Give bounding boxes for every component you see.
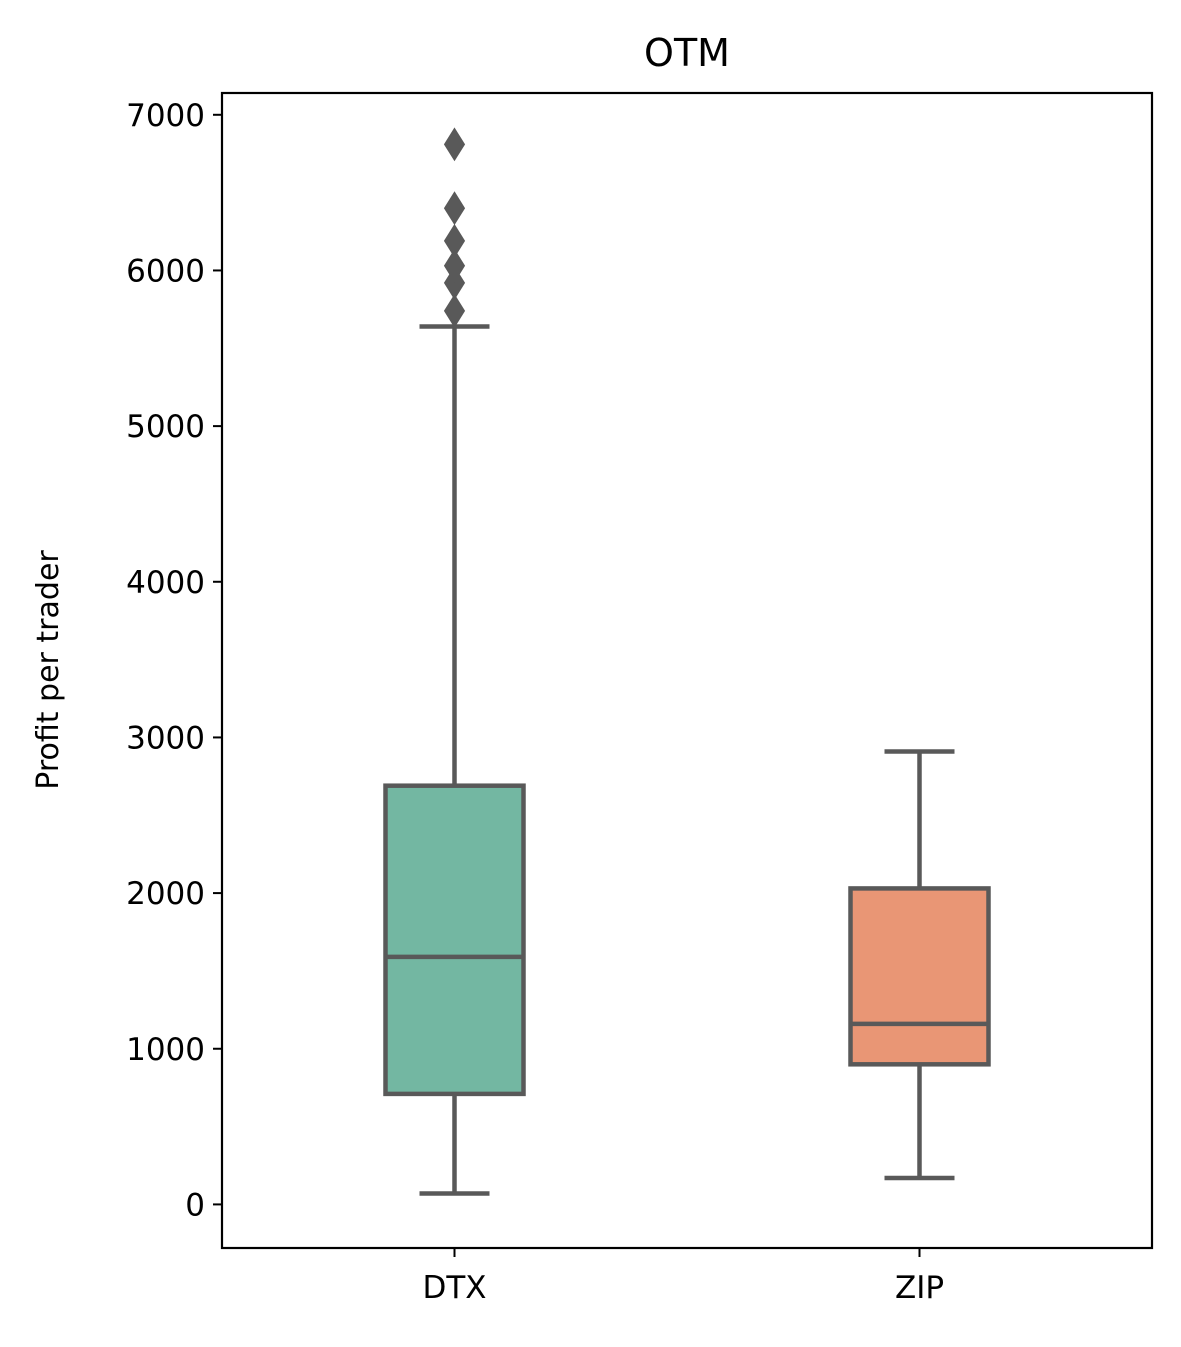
y-tick-label: 5000: [126, 409, 205, 445]
plot-frame: [220, 91, 1154, 1250]
outlier-point: [443, 293, 466, 328]
y-tick-label: 4000: [126, 565, 205, 601]
outlier-point: [443, 127, 466, 162]
x-axis: DTX ZIP: [422, 1248, 944, 1306]
outlier-point: [443, 265, 466, 300]
y-tick-label: 3000: [126, 720, 205, 756]
outlier-point: [443, 191, 466, 226]
y-tick-label: 0: [185, 1187, 205, 1223]
x-tick-label: ZIP: [895, 1270, 944, 1306]
y-tick-label: 6000: [126, 253, 205, 289]
outlier-point: [443, 223, 466, 258]
y-tick-label: 7000: [126, 98, 205, 134]
y-tick-label: 2000: [126, 876, 205, 912]
x-tick-label: DTX: [422, 1270, 486, 1306]
box-series: [383, 127, 991, 1196]
outlier-point: [443, 248, 466, 283]
box-iqr: [383, 783, 526, 1097]
box-iqr: [848, 886, 991, 1067]
y-axis-label: Profit per trader: [31, 550, 66, 790]
y-axis: 0 1000 2000 3000 4000 5000 6000 7000: [126, 98, 222, 1223]
box-dtx: [383, 127, 526, 1196]
box-zip: [848, 749, 991, 1181]
chart-title: OTM: [644, 31, 730, 75]
y-tick-label: 1000: [126, 1032, 205, 1068]
